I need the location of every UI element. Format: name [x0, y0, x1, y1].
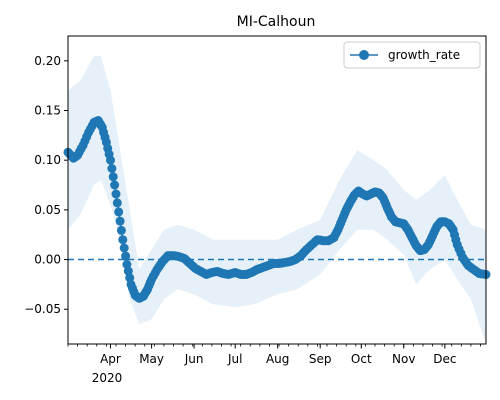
data-point — [121, 251, 131, 261]
x-tick-label: Oct — [351, 352, 372, 366]
y-tick-label: 0.15 — [34, 104, 61, 118]
y-axis: −0.05 0.00 0.05 0.10 0.15 0.20 — [24, 54, 68, 316]
data-point — [108, 172, 118, 182]
x-tick-label: Aug — [266, 352, 289, 366]
x-tick-label: May — [139, 352, 164, 366]
data-point — [111, 189, 121, 199]
data-point — [110, 180, 120, 190]
data-point — [114, 207, 124, 217]
x-tick-label: Sep — [309, 352, 332, 366]
data-point — [106, 155, 115, 165]
x-year-label: 2020 — [92, 371, 123, 385]
legend: growth_rate — [343, 41, 481, 69]
data-point — [123, 266, 133, 276]
legend-marker-swatch — [359, 50, 369, 60]
x-axis: Apr May Jun Jul Aug Sep Oct Nov Dec — [67, 344, 481, 366]
x-tick-label: Jul — [227, 352, 242, 366]
legend-box — [343, 41, 481, 69]
x-tick-label: Dec — [433, 352, 456, 366]
y-tick-label: 0.20 — [34, 54, 61, 68]
data-point — [116, 225, 126, 235]
y-tick-label: −0.05 — [24, 302, 61, 316]
data-point — [112, 198, 122, 208]
data-point — [115, 216, 125, 226]
y-tick-label: 0.10 — [34, 153, 61, 167]
y-tick-label: 0.00 — [34, 253, 61, 267]
legend-label-growth-rate: growth_rate — [388, 48, 460, 62]
x-tick-label: Nov — [392, 352, 415, 366]
x-tick-label: Jun — [184, 352, 204, 366]
x-tick-label: Apr — [100, 352, 121, 366]
axes-frame — [67, 35, 487, 345]
data-point — [119, 243, 129, 253]
data-point — [118, 235, 128, 245]
confidence-band — [68, 55, 486, 345]
chart-title: MI-Calhoun — [237, 14, 316, 30]
series-markers — [63, 116, 491, 303]
plot-area — [63, 55, 491, 345]
y-tick-label: 0.05 — [34, 203, 61, 217]
data-point — [107, 164, 117, 173]
